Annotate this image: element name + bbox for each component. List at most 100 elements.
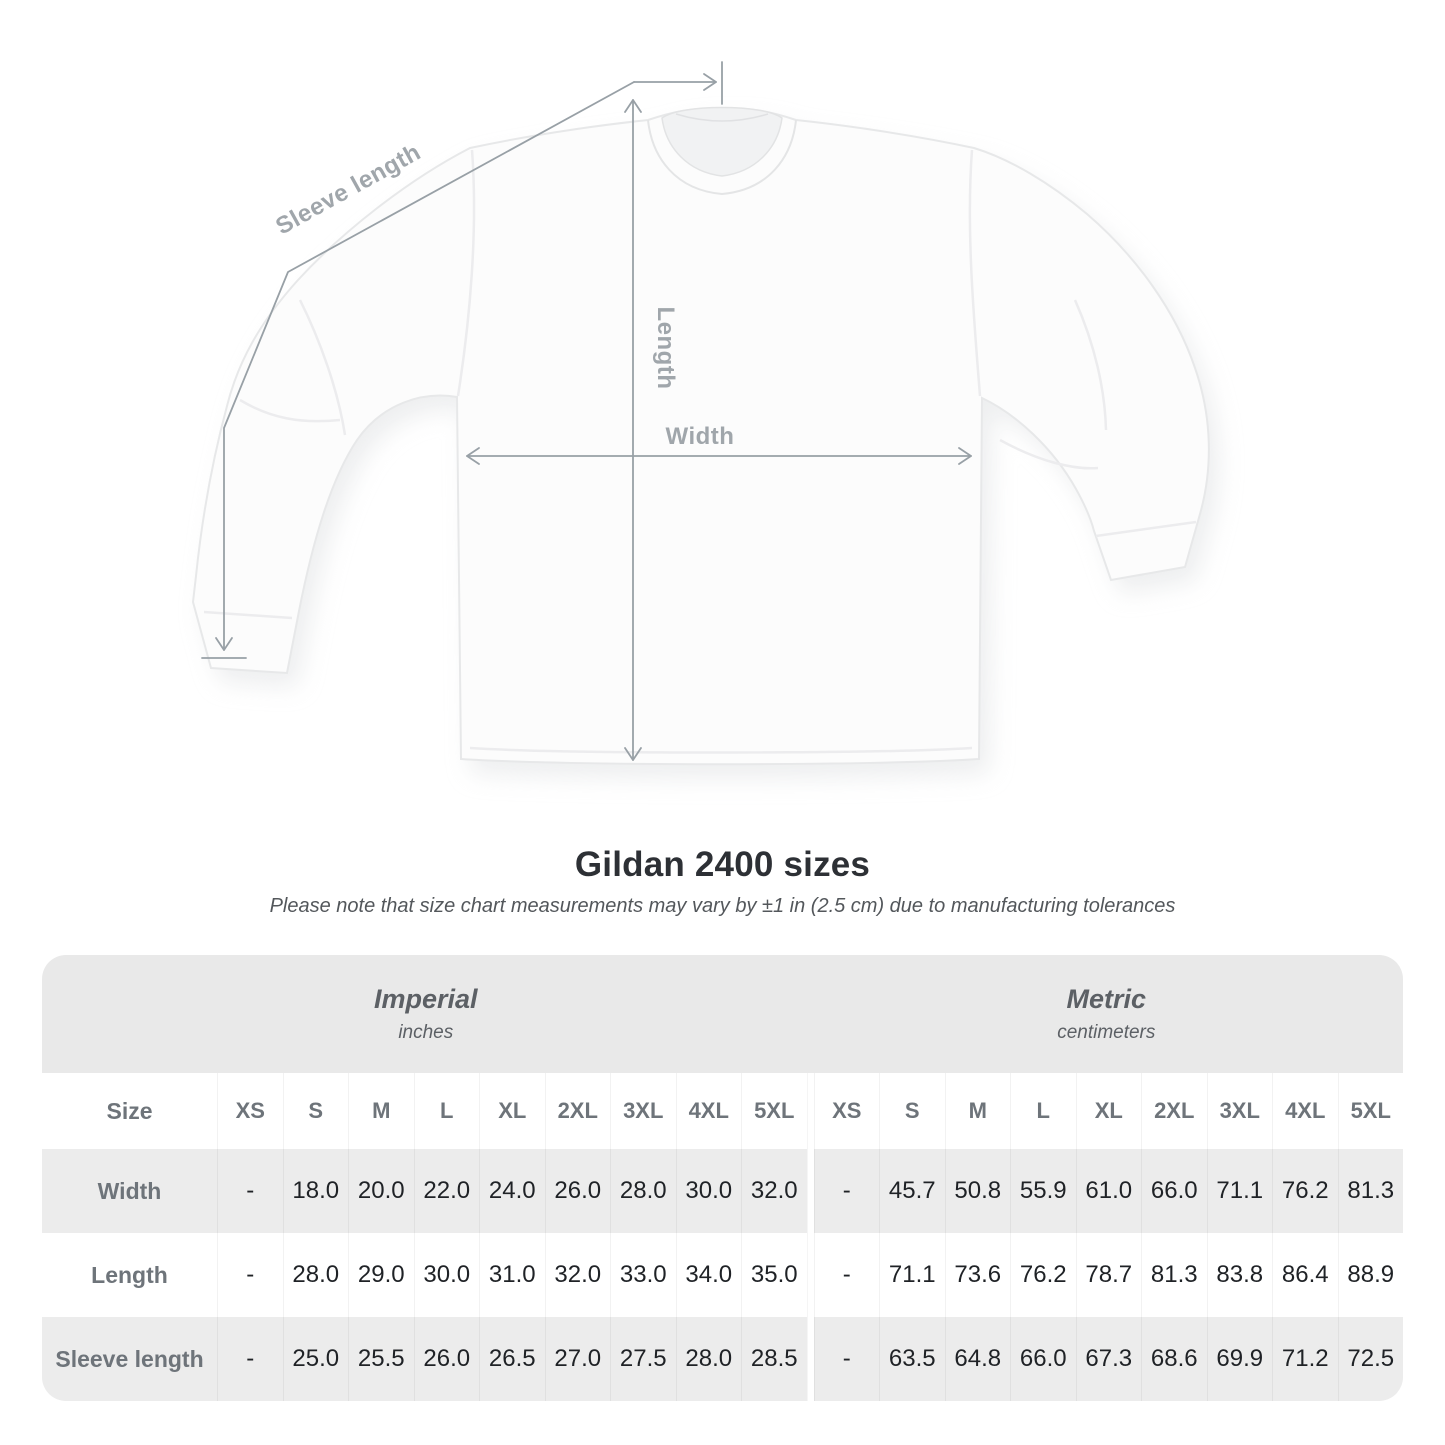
table-cell: 45.7 [879, 1149, 945, 1233]
table-cell: 86.4 [1272, 1233, 1338, 1317]
table-row-length: Length - 28.0 29.0 30.0 31.0 32.0 33.0 3… [42, 1233, 1403, 1317]
size-header: 2XL [544, 1073, 611, 1149]
table-cell: 26.0 [413, 1317, 480, 1401]
table-cell: 71.1 [879, 1233, 945, 1317]
size-header: XL [1075, 1073, 1142, 1149]
table-cell: 34.0 [675, 1233, 742, 1317]
size-header: 3XL [610, 1073, 676, 1149]
size-header: XL [479, 1073, 545, 1149]
width-arrow-left [466, 447, 480, 465]
table-cell: 76.2 [1010, 1233, 1076, 1317]
table-cell: 81.3 [1337, 1149, 1404, 1233]
table-cell: 64.8 [944, 1317, 1011, 1401]
metric-label: Metric [1066, 984, 1147, 1014]
size-chart-table: Imperial inches Metric centimeters Size … [42, 955, 1403, 1401]
size-header: 5XL [741, 1073, 807, 1149]
row-label: Width [97, 1177, 162, 1204]
table-cell: 50.8 [944, 1149, 1011, 1233]
table-cell: 71.1 [1206, 1149, 1273, 1233]
table-divider [806, 1149, 814, 1233]
table-cell: 32.0 [741, 1149, 807, 1233]
table-cell: 28.5 [741, 1317, 807, 1401]
table-cell: 68.6 [1141, 1317, 1207, 1401]
table-cell: 67.3 [1075, 1317, 1142, 1401]
unit-band: Imperial inches Metric centimeters [42, 955, 1403, 1073]
table-cell: 26.5 [479, 1317, 545, 1401]
sleeve-arrow-right [703, 73, 717, 91]
size-header: XS [813, 1073, 880, 1149]
table-cell: 55.9 [1010, 1149, 1076, 1233]
table-cell: 73.6 [944, 1233, 1011, 1317]
length-label: Length [652, 307, 679, 390]
width-arrow-right [958, 447, 972, 465]
table-cell: 61.0 [1075, 1149, 1142, 1233]
table-cell: - [813, 1317, 880, 1401]
table-cell: 27.5 [610, 1317, 676, 1401]
table-cell: 63.5 [879, 1317, 945, 1401]
row-label: Sleeve length [55, 1345, 204, 1372]
table-cell: 30.0 [413, 1233, 480, 1317]
size-header-row: Size XS S M L XL 2XL 3XL 4XL 5XL XS S M … [42, 1073, 1403, 1149]
metric-group-header: Metric centimeters [810, 955, 1403, 1073]
row-label: Length [91, 1261, 168, 1288]
table-row-sleeve-length: Sleeve length - 25.0 25.5 26.0 26.5 27.0… [42, 1317, 1403, 1401]
table-cell: 24.0 [479, 1149, 545, 1233]
size-header: S [282, 1073, 349, 1149]
table-cell: 29.0 [348, 1233, 414, 1317]
width-label: Width [666, 423, 735, 450]
size-header: M [944, 1073, 1011, 1149]
table-cell: 33.0 [610, 1233, 676, 1317]
table-cell: 18.0 [282, 1149, 349, 1233]
table-cell: - [813, 1233, 880, 1317]
table-cell: 20.0 [348, 1149, 414, 1233]
sleeve-arrow-down [215, 637, 233, 651]
table-cell: - [813, 1149, 880, 1233]
size-header: L [413, 1073, 480, 1149]
table-divider [806, 1317, 814, 1401]
table-cell: 25.5 [348, 1317, 414, 1401]
imperial-unit: inches [398, 1022, 454, 1043]
table-cell: 71.2 [1272, 1317, 1338, 1401]
table-cell: 66.0 [1010, 1317, 1076, 1401]
table-cell: 72.5 [1337, 1317, 1404, 1401]
page-title: Gildan 2400 sizes [574, 845, 871, 884]
collar-band [647, 119, 797, 196]
table-cell: 28.0 [610, 1149, 676, 1233]
size-header: 5XL [1337, 1073, 1404, 1149]
table-cell: 28.0 [282, 1233, 349, 1317]
imperial-label: Imperial [374, 984, 478, 1014]
size-header: 4XL [675, 1073, 742, 1149]
table-cell: 32.0 [544, 1233, 611, 1317]
table-cell: 27.0 [544, 1317, 611, 1401]
table-cell: 25.0 [282, 1317, 349, 1401]
table-cell: 78.7 [1075, 1233, 1142, 1317]
table-cell: 31.0 [479, 1233, 545, 1317]
table-cell: - [217, 1149, 283, 1233]
table-cell: 35.0 [741, 1233, 807, 1317]
table-cell: 88.9 [1337, 1233, 1404, 1317]
table-cell: 26.0 [544, 1149, 611, 1233]
size-header: 3XL [1206, 1073, 1273, 1149]
table-cell: 69.9 [1206, 1317, 1273, 1401]
imperial-group-header: Imperial inches [42, 955, 810, 1073]
table-cell: 28.0 [675, 1317, 742, 1401]
size-header: M [348, 1073, 414, 1149]
table-cell: - [217, 1233, 283, 1317]
table-divider [806, 1233, 814, 1317]
size-header: S [879, 1073, 945, 1149]
table-cell: 66.0 [1141, 1149, 1207, 1233]
dimension-lines [201, 61, 972, 761]
table-divider [806, 1073, 814, 1149]
table-cell: 30.0 [675, 1149, 742, 1233]
size-header: 2XL [1141, 1073, 1207, 1149]
shirt-measurement-diagram: Sleeve length Length Width [191, 61, 1219, 779]
fabric-folds [203, 149, 1197, 754]
table-row-width: Width - 18.0 20.0 22.0 24.0 26.0 28.0 30… [42, 1149, 1403, 1233]
size-header: XS [217, 1073, 283, 1149]
table-cell: 81.3 [1141, 1233, 1207, 1317]
table-cell: 76.2 [1272, 1149, 1338, 1233]
table-cell: 22.0 [413, 1149, 480, 1233]
shirt-outline [191, 106, 1210, 766]
size-header: L [1010, 1073, 1076, 1149]
metric-unit: centimeters [1057, 1022, 1156, 1043]
